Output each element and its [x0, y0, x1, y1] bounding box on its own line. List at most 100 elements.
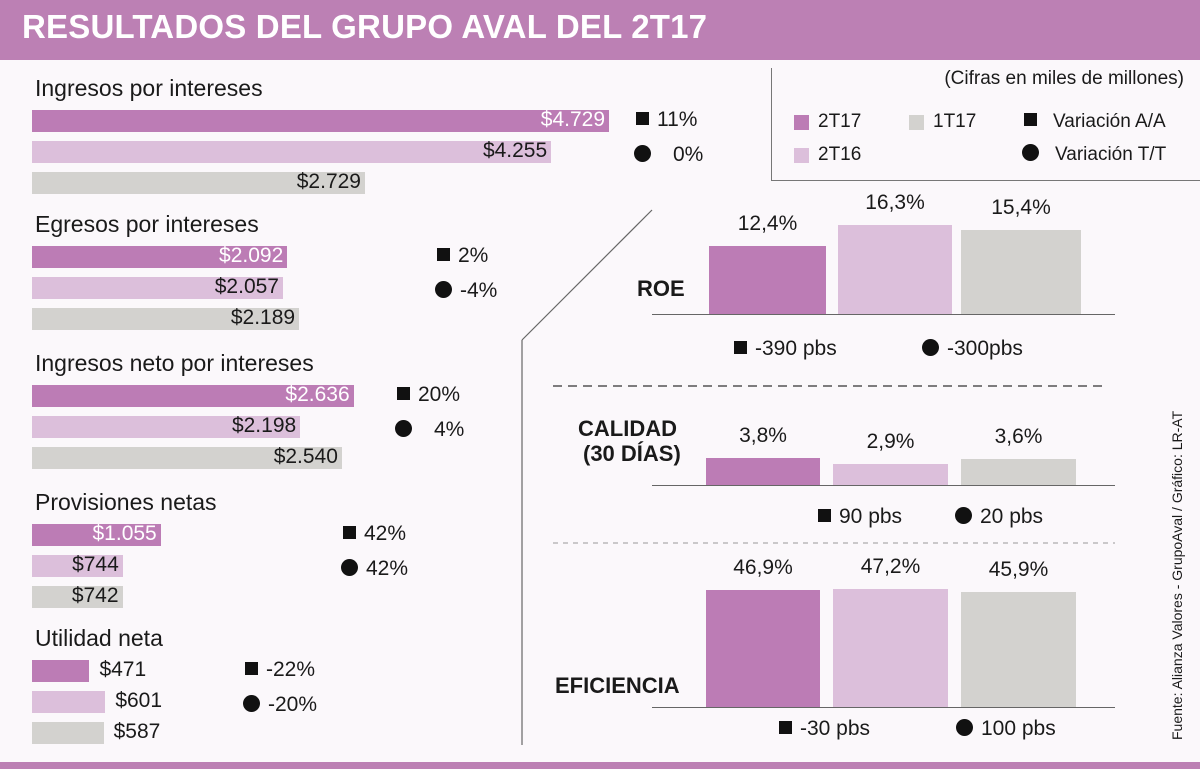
panel-baseline	[652, 707, 1115, 708]
bar-1T17	[32, 722, 104, 744]
bar-2T17	[706, 458, 820, 485]
panel-title-line: CALIDAD	[578, 416, 677, 441]
variation-tt-value: -4%	[460, 279, 498, 302]
bar-value-label: $601	[115, 689, 163, 712]
bar-value-label: $2.729	[296, 170, 361, 193]
bar-1T17	[32, 172, 365, 194]
variation-tt: -20%	[243, 693, 317, 717]
square-icon	[397, 387, 410, 400]
bar-2T16	[32, 691, 106, 713]
bar-value-label: $744	[72, 553, 119, 576]
legend: (Cifras en miles de millones) 2T17 1T17 …	[771, 68, 1200, 181]
bar-value-label: 15,4%	[991, 195, 1051, 219]
bar-2T17	[32, 246, 288, 268]
bar-value-label: 3,6%	[994, 425, 1043, 449]
bar-value-label: 46,9%	[733, 556, 793, 579]
square-icon	[1024, 113, 1037, 126]
bar-value-label: 45,9%	[988, 558, 1049, 582]
bar-value-label: $587	[113, 720, 161, 743]
variation-aa: -390 pbs	[734, 337, 837, 361]
bar-2T17	[706, 590, 820, 707]
legend-label-2T16: 2T16	[818, 144, 862, 165]
circle-icon	[634, 145, 651, 162]
variation-tt-value: 0%	[673, 143, 704, 166]
bar-2T16	[833, 464, 948, 485]
bar-value-label: $2.057	[214, 275, 279, 298]
variation-tt-value: 100 pbs	[981, 717, 1056, 740]
variation-aa: 90 pbs	[818, 505, 902, 529]
bar-value-label: $2.540	[273, 445, 338, 468]
variation-aa: 2%	[437, 244, 488, 268]
circle-icon	[956, 719, 973, 736]
bar-1T17	[32, 447, 342, 469]
variation-aa-value: -30 pbs	[800, 717, 871, 740]
square-icon	[818, 509, 831, 522]
square-icon	[343, 526, 356, 539]
bar-2T17	[32, 110, 609, 132]
circle-icon	[1022, 144, 1039, 161]
square-icon	[636, 112, 649, 125]
bar-1T17	[32, 586, 123, 608]
bar-1T17	[961, 459, 1076, 485]
legend-note: (Cifras en miles de millones)	[944, 68, 1184, 89]
bar-2T16	[32, 141, 552, 163]
variation-aa-value: -22%	[266, 658, 316, 681]
bar-1T17	[32, 308, 300, 330]
legend-swatch-2T17	[794, 115, 809, 130]
variation-tt-value: -20%	[268, 693, 318, 716]
bar-2T16	[838, 224, 952, 314]
bar-2T17	[32, 524, 161, 546]
legend-label-var-tt: Variación T/T	[1055, 144, 1167, 165]
variation-tt-value: -300pbs	[947, 337, 1023, 360]
variation-tt: 4%	[395, 418, 464, 442]
circle-icon	[955, 507, 972, 524]
square-icon	[245, 662, 258, 675]
bar-2T16	[833, 589, 948, 707]
variation-aa: -30 pbs	[779, 717, 870, 741]
legend-swatch-1T17	[909, 115, 924, 130]
section-title: Utilidad neta	[35, 625, 163, 651]
legend-item-var-tt: Variación T/T	[1022, 144, 1166, 166]
panel-title: ROE	[637, 276, 685, 301]
section-title: Ingresos por intereses	[35, 75, 263, 101]
variation-aa: 42%	[343, 522, 406, 546]
bar-2T17	[32, 660, 90, 682]
bar-value-label: $2.189	[230, 306, 296, 329]
bar-value-label: $2.636	[285, 383, 350, 406]
legend-label-1T17: 1T17	[933, 111, 977, 132]
variation-tt: 0%	[634, 143, 703, 167]
source-note: Fuente: Alianza Valores - GrupoAval / Gr…	[1169, 410, 1185, 740]
bottom-bar	[0, 762, 1200, 769]
chart-title: RESULTADOS DEL GRUPO AVAL DEL 2T17	[22, 8, 708, 45]
variation-tt-value: 4%	[434, 418, 465, 441]
variation-tt: 100 pbs	[956, 717, 1056, 741]
bar-value-label: $471	[99, 658, 147, 681]
bar-value-label: 2,9%	[866, 430, 915, 454]
panel-title: CALIDAD (30 DÍAS)	[578, 416, 681, 466]
diagonal-divider	[521, 209, 653, 341]
section-title: Ingresos neto por intereses	[35, 350, 314, 376]
variation-tt: 42%	[341, 557, 408, 581]
circle-icon	[243, 695, 260, 712]
variation-tt-value: 42%	[366, 557, 409, 580]
variation-aa-value: -390 pbs	[755, 337, 837, 360]
panel-title-line: (30 DÍAS)	[583, 441, 681, 466]
variation-aa-value: 11%	[657, 108, 698, 131]
variation-aa-value: 20%	[418, 383, 461, 406]
bar-value-label: $1.055	[92, 522, 157, 545]
legend-label-2T17: 2T17	[818, 111, 862, 132]
bar-2T17	[709, 246, 826, 314]
section-title: Provisiones netas	[35, 489, 217, 515]
legend-item-var-aa: Variación A/A	[1024, 111, 1166, 133]
variation-tt: -4%	[435, 279, 497, 303]
section-title: Egresos por intereses	[35, 211, 259, 237]
square-icon	[779, 721, 792, 734]
circle-icon	[922, 339, 939, 356]
variation-tt: -300pbs	[922, 337, 1023, 361]
circle-icon	[395, 420, 412, 437]
bar-1T17	[961, 229, 1081, 314]
legend-label-var-aa: Variación A/A	[1053, 111, 1166, 132]
panel-baseline	[652, 485, 1115, 486]
bar-value-label: $2.092	[219, 244, 284, 267]
bar-value-label: 3,8%	[739, 424, 787, 447]
